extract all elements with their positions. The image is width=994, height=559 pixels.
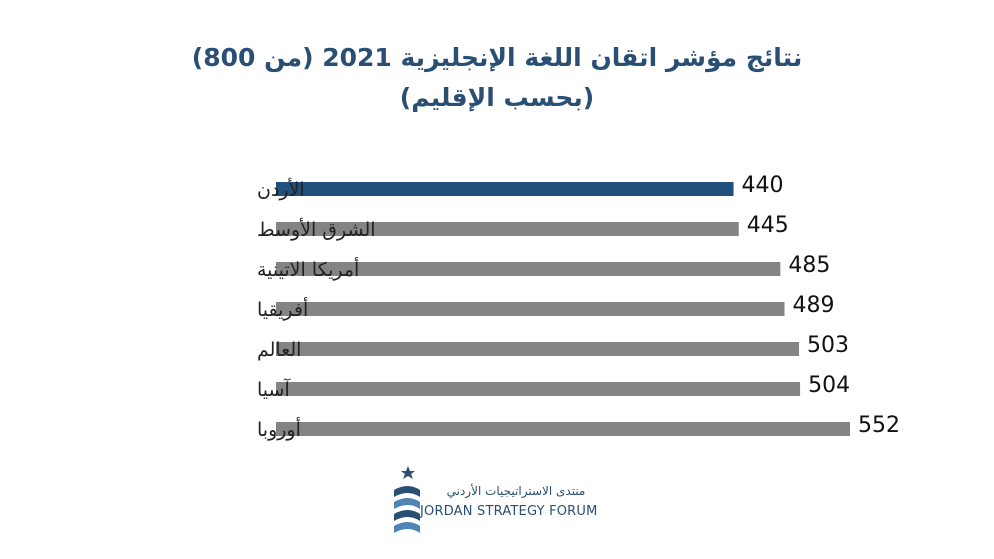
bar-6: [276, 382, 801, 396]
logo-emblem-icon: [394, 466, 420, 533]
value-label-4: 489: [792, 293, 834, 318]
jordan-strategy-forum-logo: منتدى الاستراتيجيات الأردني JORDAN STRAT…: [388, 464, 618, 544]
category-label-3: أمريكا الاتينية: [257, 257, 359, 281]
chart-title-block: نتائج مؤشر اتقان اللغة الإنجليزية 2021 (…: [0, 38, 994, 118]
logo-english-name: JORDAN STRATEGY FORUM: [420, 504, 598, 519]
category-label-5: العالم: [257, 339, 301, 361]
value-label-3: 485: [788, 253, 830, 278]
bar-1: [276, 182, 734, 196]
value-label-2: 445: [747, 213, 789, 238]
value-label-1: 440: [742, 173, 784, 198]
bar-3: [276, 262, 781, 276]
category-label-7: أوروبا: [257, 417, 301, 441]
chart-subtitle: (بحسب الإقليم): [399, 83, 595, 112]
value-label-6: 504: [808, 373, 850, 398]
chart-title: نتائج مؤشر اتقان اللغة الإنجليزية 2021 (…: [191, 43, 803, 72]
value-label-5: 503: [807, 333, 849, 358]
category-label-4: أفريقيا: [257, 297, 308, 321]
logo-arabic-name: منتدى الاستراتيجيات الأردني: [446, 484, 586, 498]
category-label-1: الأردن: [257, 178, 305, 201]
bar-7: [276, 422, 850, 436]
value-label-7: 552: [858, 413, 900, 438]
category-label-2: الشرق الأوسط: [257, 218, 376, 241]
bar-5: [276, 342, 800, 356]
bar-2: [276, 222, 739, 236]
bar-4: [276, 302, 785, 316]
category-label-6: آسيا: [257, 377, 290, 401]
bar-chart: الأردن 440 الشرق الأوسط 445 أمريكا الاتينية 4…: [257, 173, 900, 441]
